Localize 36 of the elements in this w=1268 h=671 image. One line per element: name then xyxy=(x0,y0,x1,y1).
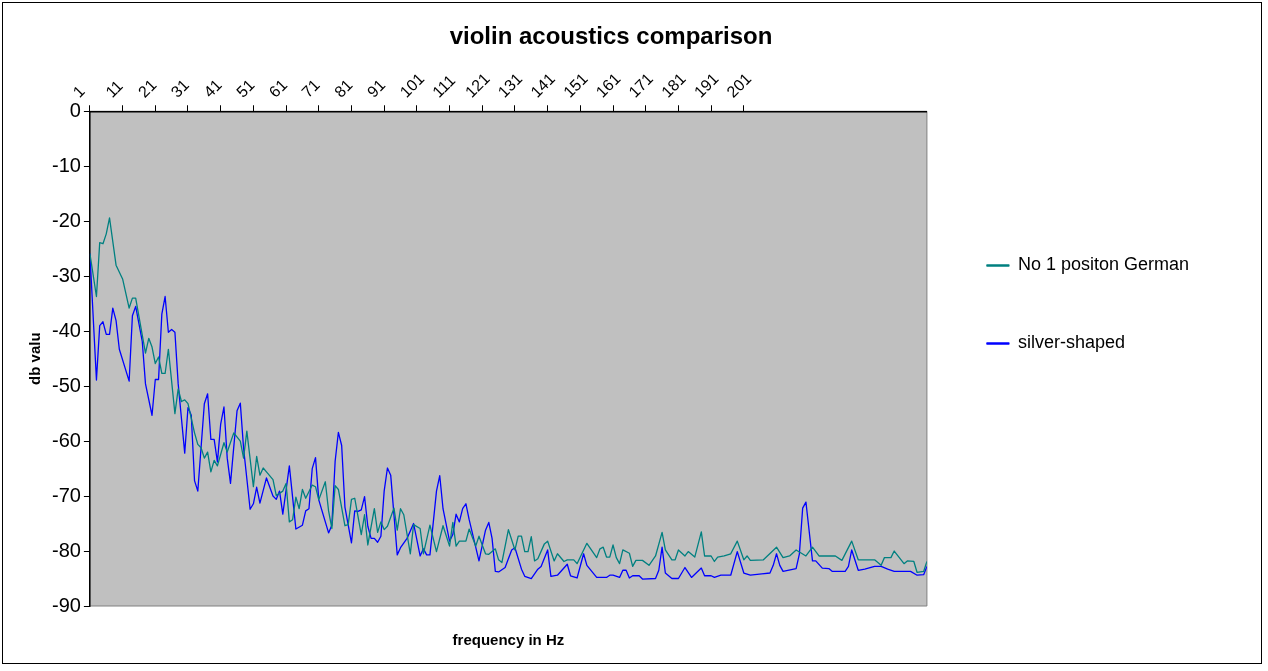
y-tick-label: 0 xyxy=(69,98,81,121)
y-tick-label: -20 xyxy=(52,208,81,231)
y-tick-label: -10 xyxy=(52,153,81,176)
x-tick-label: 131 xyxy=(494,69,526,101)
y-tick-label: -90 xyxy=(52,593,81,616)
x-tick-label: 201 xyxy=(723,69,755,101)
x-tick-label: 181 xyxy=(658,69,690,101)
x-tick-label: 51 xyxy=(233,76,258,101)
x-tick-label: 141 xyxy=(527,69,559,101)
x-tick-label: 91 xyxy=(363,76,389,101)
legend-label: No 1 positon German xyxy=(1017,254,1190,275)
x-tick-label: 61 xyxy=(265,76,291,101)
x-tick-label: 11 xyxy=(102,76,127,101)
y-tick-label: -70 xyxy=(52,483,81,506)
y-tick-label: -40 xyxy=(52,318,81,341)
x-tick-label: 161 xyxy=(592,69,624,101)
x-tick-label: 171 xyxy=(625,69,657,101)
x-tick-label: 21 xyxy=(134,76,160,101)
x-tick-label: 151 xyxy=(559,69,591,101)
y-tick-label: -50 xyxy=(52,373,81,396)
legend-label: silver-shaped xyxy=(1017,332,1125,353)
x-tick-label: 1 xyxy=(69,82,88,101)
y-tick-label: -80 xyxy=(52,538,81,561)
x-tick-label: 111 xyxy=(429,71,459,101)
x-tick-label: 101 xyxy=(396,69,428,101)
x-tick-label: 191 xyxy=(690,69,722,101)
x-tick-label: 81 xyxy=(331,76,356,101)
x-axis-title: frequency in Hz xyxy=(452,631,565,648)
x-tick-label: 31 xyxy=(167,76,193,101)
x-tick-label: 121 xyxy=(461,69,493,101)
y-axis-title: db valu xyxy=(26,332,44,385)
chart-title: violin acoustics comparison xyxy=(449,22,773,50)
x-tick-label: 41 xyxy=(200,76,226,101)
y-tick-label: -60 xyxy=(52,428,81,451)
y-tick-label: -30 xyxy=(52,263,81,286)
x-tick-label: 71 xyxy=(298,76,324,101)
